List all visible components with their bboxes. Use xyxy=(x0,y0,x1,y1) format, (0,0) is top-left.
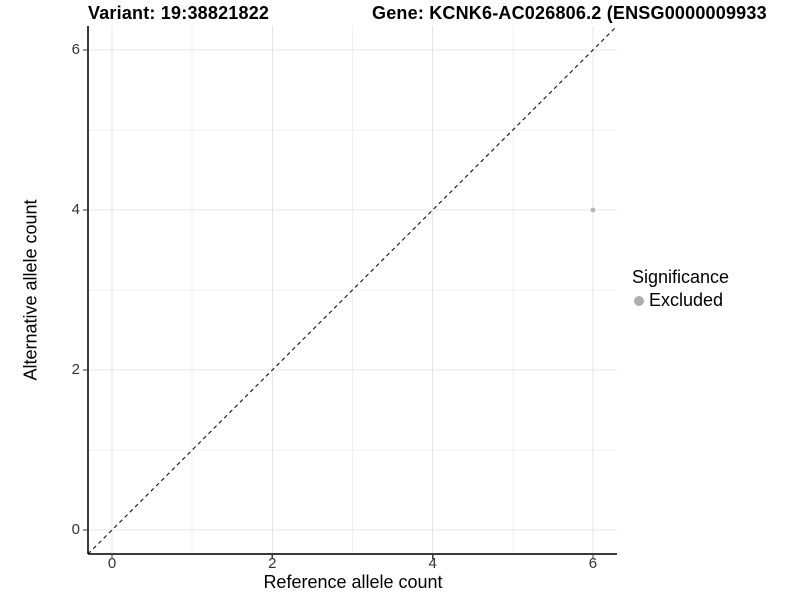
identity-dashed-line xyxy=(87,25,618,555)
x-axis-title: Reference allele count xyxy=(263,572,443,592)
x-tick-label: 2 xyxy=(268,555,277,572)
y-tick-label: 4 xyxy=(71,201,80,218)
y-tick-label: 6 xyxy=(71,41,80,58)
x-tick-label: 6 xyxy=(588,555,598,572)
legend-item-label: Excluded xyxy=(649,290,724,310)
x-tick-label: 0 xyxy=(107,555,117,572)
x-tick-label: 4 xyxy=(428,555,437,572)
y-tick-label: 0 xyxy=(71,521,80,538)
variant-title: Variant: 19:38821822 xyxy=(88,3,270,23)
legend-title: Significance xyxy=(632,267,730,287)
y-axis-title: Alternative allele count xyxy=(20,199,41,381)
legend-item: Excluded xyxy=(632,290,729,311)
legend: Significance Excluded xyxy=(632,267,729,311)
gene-title: Gene: KCNK6-AC026806.2 (ENSG0000009933 xyxy=(372,3,767,23)
data-point xyxy=(590,207,596,213)
legend-items: Excluded xyxy=(632,290,729,311)
y-tick-label: 2 xyxy=(71,361,80,378)
legend-point-icon xyxy=(634,295,644,306)
